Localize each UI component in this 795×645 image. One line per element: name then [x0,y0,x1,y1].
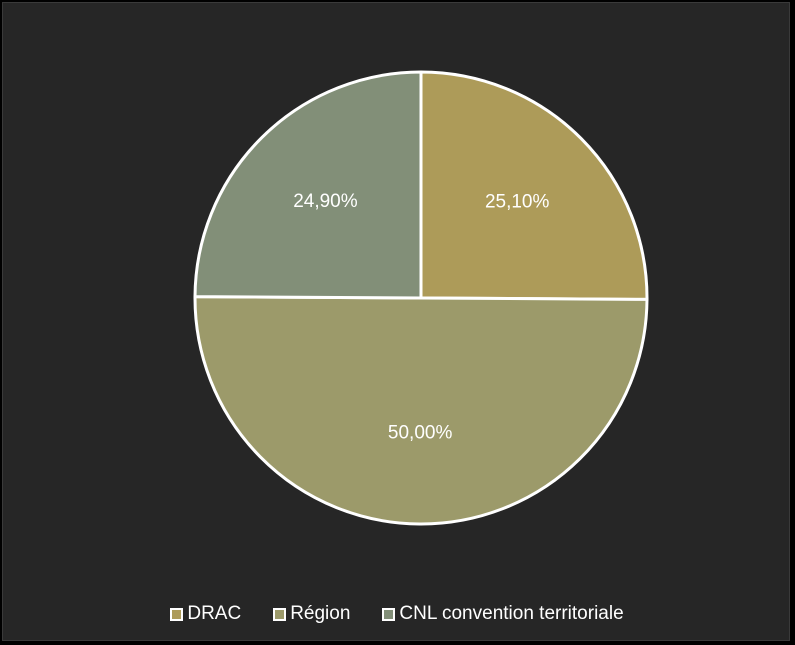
legend-entry-cnl: CNL convention territoriale [382,603,623,625]
legend-swatch-region [273,608,286,621]
pie-slices [195,72,647,524]
legend-label-cnl: CNL convention territoriale [399,603,623,625]
pie-slice-drac [421,72,647,299]
pie-slice-cnl [195,72,421,298]
pie-slice-region [195,297,647,524]
pie-chart: 25,10% 50,00% 24,90% [3,3,791,642]
legend: DRAC Région CNL convention territoriale [3,599,791,629]
legend-label-region: Région [290,603,350,625]
legend-entry-region: Région [273,603,350,625]
legend-swatch-cnl [382,608,395,621]
data-label-drac: 25,10% [485,191,550,212]
data-label-cnl: 24,90% [293,191,358,212]
legend-label-drac: DRAC [187,603,241,625]
legend-swatch-drac [170,608,183,621]
legend-entry-drac: DRAC [170,603,241,625]
data-label-region: 50,00% [388,423,453,444]
